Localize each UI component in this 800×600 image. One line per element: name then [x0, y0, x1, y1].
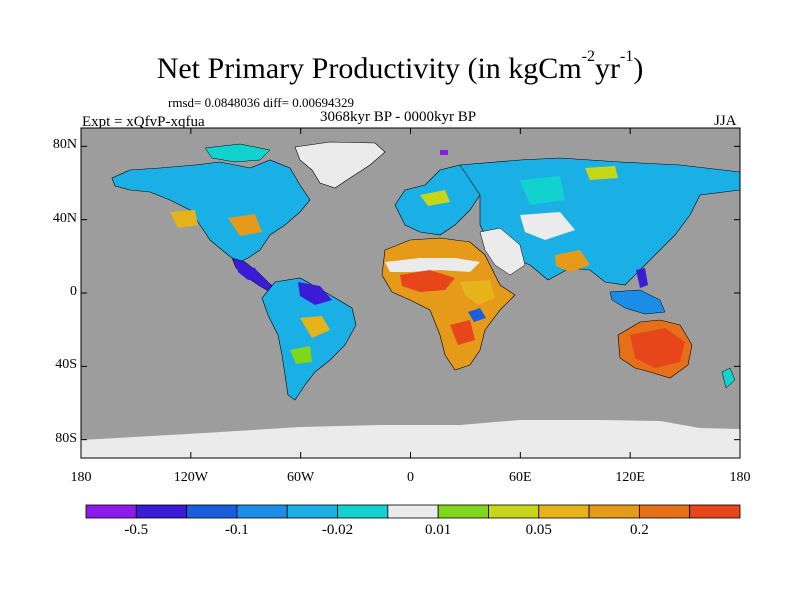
land-greenland [294, 141, 386, 189]
land-south-america [261, 277, 357, 401]
colorbar-box [488, 504, 540, 519]
land-se-asia-islands [609, 289, 666, 315]
lon-label: 180 [70, 470, 92, 485]
anomaly-patch [468, 308, 486, 322]
colorbar-box [588, 504, 640, 519]
rmsd-diff-stats: rmsd= 0.0848036 diff= 0.00694329 [168, 95, 354, 110]
colorbar-label: -0.1 [225, 522, 249, 538]
land-antarctica [81, 420, 740, 458]
lon-label: 180 [729, 470, 751, 485]
lon-label: 120E [615, 470, 645, 485]
colorbar-box [236, 504, 288, 519]
colorbar-label: 0.05 [525, 522, 552, 538]
anomaly-patch [228, 214, 262, 236]
season-label: JJA [714, 113, 737, 129]
anomaly-patch [585, 166, 618, 180]
land-arabia-desert [479, 227, 526, 276]
colorbar-label: -0.5 [124, 522, 149, 538]
lon-label: 0 [407, 470, 414, 485]
anomaly-patch [290, 346, 312, 364]
colorbar-box [387, 504, 439, 519]
lat-label: 40S [55, 357, 77, 373]
anomaly-patch [555, 250, 590, 272]
colorbar-box [186, 504, 238, 519]
anomaly-patch [298, 282, 332, 305]
anomaly-patch [460, 280, 495, 305]
colorbar-label: -0.02 [321, 522, 354, 538]
anomaly-patch [236, 262, 262, 280]
colorbar-label: 0.2 [630, 522, 649, 538]
anomaly-patch [630, 328, 685, 368]
lat-label: 0 [70, 284, 77, 299]
lat-label: 80N [52, 137, 77, 153]
colorbar-box [337, 504, 389, 519]
anomaly-patch [440, 150, 448, 155]
land-field [81, 141, 740, 458]
colorbar-box [286, 504, 338, 519]
experiment-label: Expt = xQfvP-xqfua [82, 114, 205, 130]
anomaly-patch [520, 212, 575, 240]
colorbar [85, 504, 741, 519]
colorbar-box [538, 504, 590, 519]
colorbar-label: 0.01 [425, 522, 452, 538]
colorbar-box [135, 504, 188, 519]
colorbar-box [689, 504, 741, 519]
colorbar-box [437, 504, 489, 519]
lat-label: 40N [52, 210, 77, 226]
anomaly-patch [400, 270, 455, 292]
land-north-america [111, 159, 311, 263]
anomaly-patch [450, 320, 475, 345]
period-label: 3068kyr BP - 0000kyr BP [320, 109, 477, 125]
anomaly-patch [520, 176, 565, 205]
anomaly-patch [385, 258, 480, 272]
lon-label: 60W [287, 470, 315, 485]
lat-label: 80S [55, 430, 77, 446]
axis-ticks [80, 128, 741, 458]
land-new-zealand [721, 367, 736, 389]
colorbar-box [85, 504, 137, 519]
plot-title: Net Primary Productivity (in kgCm-2yr-1) [156, 48, 644, 85]
lon-label: 60E [509, 470, 532, 485]
lon-label: 120W [173, 470, 208, 485]
anomaly-patch [300, 316, 330, 338]
anomaly-patch [636, 268, 648, 288]
anomaly-patch [170, 210, 198, 228]
anomaly-patch [420, 190, 450, 206]
land-canada-arctic [204, 143, 271, 163]
colorbar-box [638, 504, 691, 519]
